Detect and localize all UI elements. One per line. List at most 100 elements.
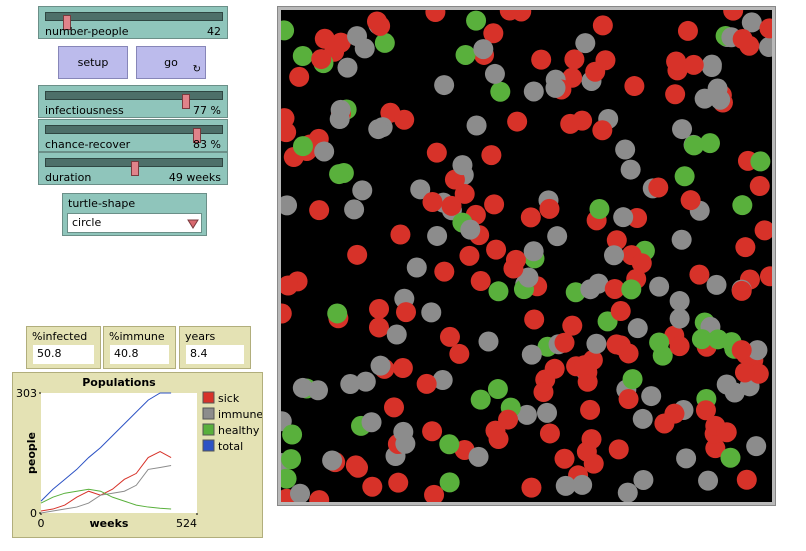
turtle: [309, 200, 330, 221]
turtle: [395, 302, 416, 323]
turtle: [281, 108, 295, 129]
turtle: [615, 139, 636, 160]
turtle: [572, 474, 593, 495]
slider[interactable]: duration 49 weeks: [38, 152, 228, 185]
turtle: [518, 267, 539, 288]
turtle: [577, 371, 598, 392]
turtle: [483, 23, 504, 44]
turtle: [732, 195, 753, 216]
slider-handle[interactable]: [63, 15, 71, 30]
turtle: [421, 302, 442, 323]
slider-groove: [45, 158, 223, 176]
turtle: [370, 355, 391, 376]
chooser-label: turtle-shape: [68, 197, 136, 210]
slider-label: number-people: [45, 25, 129, 38]
turtle: [460, 219, 481, 240]
turtle: [441, 195, 462, 216]
turtle: [710, 89, 731, 110]
turtle: [487, 379, 508, 400]
turtle: [374, 32, 395, 53]
turtle: [554, 448, 575, 469]
turtle: [490, 81, 511, 102]
turtle: [592, 15, 613, 36]
slider-handle[interactable]: [182, 94, 190, 109]
turtle: [632, 408, 653, 429]
turtle: [473, 39, 494, 60]
turtle: [498, 409, 519, 430]
turtle: [720, 447, 741, 468]
button[interactable]: setup: [58, 46, 128, 79]
monitor: %immune 40.8: [103, 326, 176, 369]
turtle: [620, 159, 641, 180]
turtle: [369, 298, 390, 319]
turtle: [466, 115, 487, 136]
turtle: [523, 241, 544, 262]
turtle: [281, 303, 292, 324]
turtle: [627, 318, 648, 339]
turtle: [422, 192, 443, 213]
turtle: [531, 49, 552, 70]
turtle: [705, 438, 726, 459]
series-line: [40, 488, 172, 510]
turtle: [669, 308, 690, 329]
turtle: [572, 110, 593, 131]
slider-handle[interactable]: [193, 128, 201, 143]
turtle: [648, 177, 669, 198]
turtle: [610, 301, 631, 322]
turtle: [455, 44, 476, 65]
slider-handle[interactable]: [131, 161, 139, 176]
turtle: [292, 377, 313, 398]
turtle: [564, 49, 585, 70]
turtle: [731, 280, 752, 301]
turtle: [292, 46, 313, 67]
slider[interactable]: chance-recover 83 %: [38, 119, 228, 152]
x-tick-label: 524: [176, 517, 197, 530]
turtle: [576, 441, 597, 462]
plot: Populations 0 303 0 524 weeks people sick immune…: [16, 376, 263, 530]
turtle: [361, 412, 382, 433]
turtle: [698, 470, 719, 491]
turtle: [329, 164, 350, 185]
turtle: [488, 281, 509, 302]
x-axis-label: weeks: [90, 517, 129, 530]
turtle: [608, 439, 629, 460]
turtle: [537, 402, 558, 423]
turtle: [749, 176, 770, 197]
turtle: [706, 274, 727, 295]
turtle: [677, 20, 698, 41]
turtle: [734, 362, 755, 383]
legend-label: total: [218, 440, 243, 453]
turtle: [622, 369, 643, 390]
turtle: [329, 109, 350, 130]
turtle: [481, 145, 502, 166]
world-frame: [277, 6, 776, 506]
turtle: [723, 10, 744, 21]
y-axis-label: people: [25, 432, 38, 474]
turtle: [680, 190, 701, 211]
turtle: [484, 63, 505, 84]
button[interactable]: go ↻: [136, 46, 206, 79]
turtle: [470, 389, 491, 410]
turtle: [452, 155, 473, 176]
legend-swatch: [202, 407, 215, 420]
turtle: [307, 380, 328, 401]
turtle: [322, 450, 343, 471]
turtle: [694, 88, 715, 109]
turtle: [434, 261, 455, 282]
slider-value: 77 %: [193, 104, 221, 117]
slider[interactable]: number-people 42: [38, 6, 228, 39]
legend-label: healthy: [218, 424, 260, 437]
turtle: [383, 397, 404, 418]
turtle: [759, 18, 772, 39]
turtle: [580, 399, 601, 420]
turtle: [434, 75, 455, 96]
slider-label: duration: [45, 171, 92, 184]
turtle: [422, 421, 443, 442]
turtle: [439, 434, 460, 455]
slider[interactable]: infectiousness 77 %: [38, 85, 228, 118]
turtle: [347, 26, 368, 47]
monitor: %infected 50.8: [26, 326, 101, 369]
chooser[interactable]: turtle-shape circle: [62, 193, 207, 236]
turtle: [747, 340, 768, 361]
monitor-label: years: [185, 330, 216, 343]
